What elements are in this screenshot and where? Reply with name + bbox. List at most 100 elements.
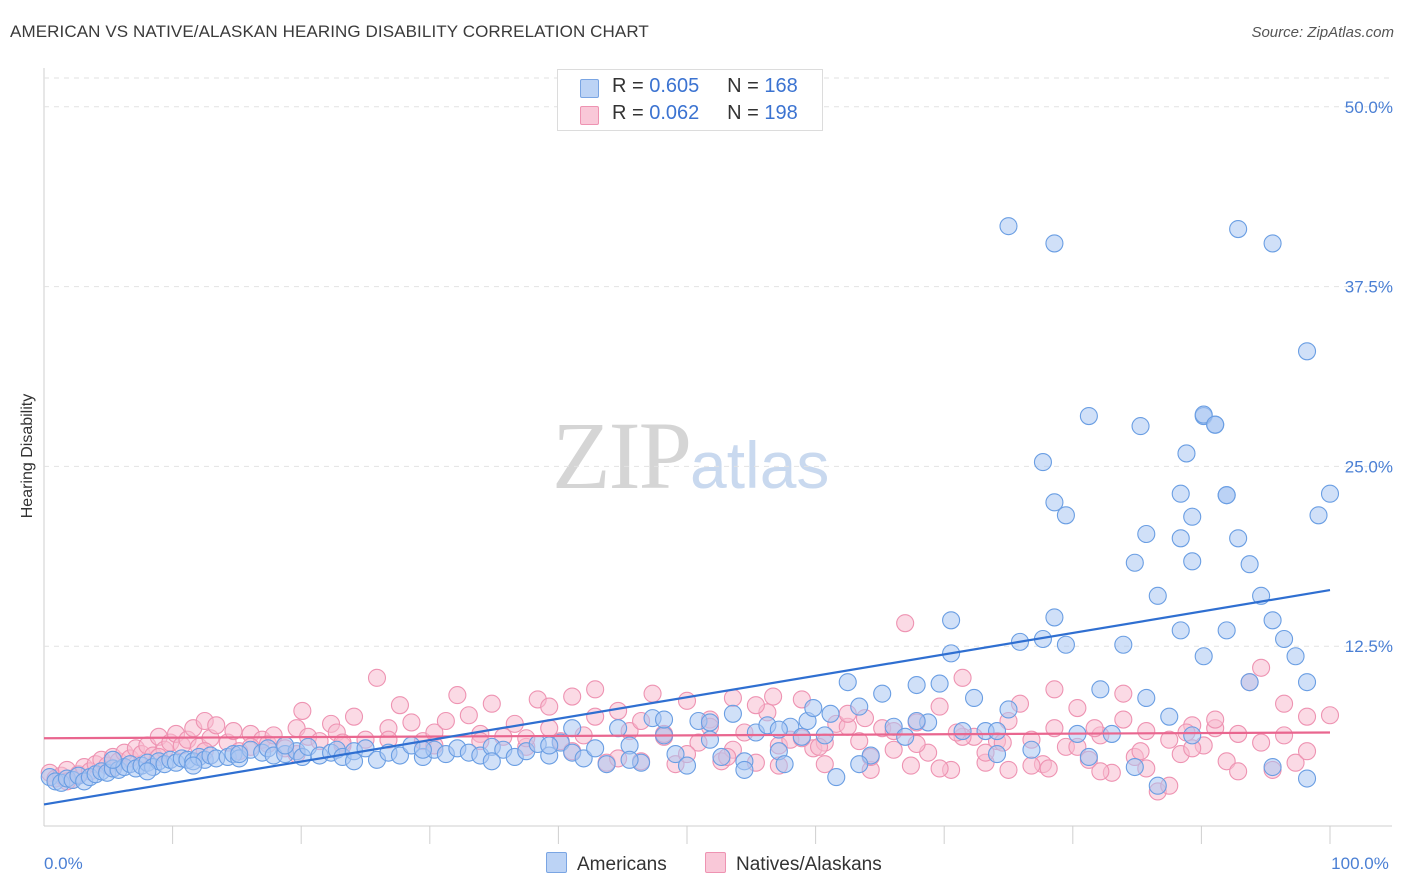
american-point — [1045, 493, 1064, 512]
native-point — [1217, 752, 1236, 771]
american-point — [540, 736, 559, 755]
american-point — [896, 727, 915, 746]
american-point — [1263, 234, 1282, 253]
american-point — [1045, 608, 1064, 627]
native-point — [540, 697, 559, 716]
american-point — [1114, 635, 1133, 654]
american-point — [1297, 673, 1317, 692]
native-point — [1297, 707, 1317, 726]
y-tick-label: 12.5% — [1345, 637, 1393, 656]
native-point — [930, 697, 949, 716]
american-point — [700, 730, 720, 749]
american-point — [574, 749, 593, 768]
zipatlas-watermark: ZIPatlas — [552, 400, 829, 511]
american-point — [1022, 740, 1041, 759]
native-point — [402, 713, 421, 732]
american-point — [987, 722, 1007, 741]
american-point — [1240, 555, 1259, 574]
american-point — [965, 688, 984, 708]
american-point — [1171, 484, 1190, 503]
native-point — [459, 706, 478, 725]
american-point — [827, 768, 846, 787]
american-point — [482, 752, 501, 771]
american-point — [1309, 506, 1328, 525]
native-point — [1275, 694, 1294, 713]
natives-swatch — [580, 106, 599, 125]
native-point — [367, 668, 387, 687]
native-point — [1114, 710, 1133, 729]
native-point — [1022, 756, 1041, 775]
native-point — [643, 684, 662, 703]
american-point — [1125, 757, 1144, 777]
american-point — [413, 740, 432, 759]
native-point — [207, 716, 226, 735]
native-point — [293, 701, 312, 720]
native-point — [1045, 680, 1064, 699]
y-tick-label: 25.0% — [1345, 457, 1393, 476]
native-point — [436, 711, 455, 731]
legend-r-label: R = — [612, 102, 644, 124]
native-point — [1068, 698, 1087, 718]
native-point — [1206, 710, 1225, 729]
legend-r-label: R = — [612, 75, 644, 97]
american-point — [666, 745, 685, 764]
american-point — [953, 722, 972, 741]
native-point — [1091, 762, 1110, 781]
native-point — [1160, 730, 1179, 749]
american-point — [1045, 234, 1064, 253]
american-point — [344, 752, 364, 771]
american-point — [792, 727, 811, 746]
native-point — [448, 686, 467, 705]
american-point — [1183, 726, 1202, 745]
native-point — [1297, 742, 1317, 761]
american-point — [723, 704, 742, 723]
x-tick-label: 0.0% — [44, 854, 83, 873]
american-point — [821, 704, 840, 723]
american-point — [1125, 553, 1144, 572]
american-point — [804, 698, 823, 718]
american-point — [677, 756, 697, 775]
american-point — [1171, 621, 1190, 640]
native-point — [815, 755, 834, 774]
native-point — [1252, 658, 1271, 677]
native-point — [850, 732, 869, 751]
native-point — [1252, 733, 1271, 752]
native-point — [224, 722, 243, 741]
americans-trend-line — [43, 589, 1331, 806]
y-tick-label: 50.0% — [1345, 98, 1393, 117]
american-point — [1137, 524, 1156, 544]
native-point — [1114, 684, 1133, 703]
american-point — [597, 755, 616, 774]
american-point — [1160, 707, 1179, 726]
native-point — [1286, 753, 1305, 772]
american-point — [390, 746, 409, 765]
american-point — [1229, 219, 1248, 239]
american-point — [138, 762, 157, 781]
native-point — [1229, 762, 1248, 781]
american-point — [1148, 776, 1167, 795]
american-point — [1240, 673, 1259, 692]
native-point — [609, 701, 628, 720]
native-point — [746, 696, 765, 715]
native-point — [930, 759, 949, 778]
american-point — [942, 611, 961, 630]
american-point — [586, 739, 605, 758]
american-point — [1177, 444, 1196, 463]
american-point — [907, 711, 926, 731]
american-point — [1263, 611, 1282, 630]
american-point — [1320, 484, 1340, 503]
native-point — [723, 688, 742, 708]
american-point — [1297, 769, 1317, 788]
y-tick-label: 37.5% — [1345, 278, 1393, 297]
native-point — [764, 687, 783, 706]
native-point — [586, 680, 605, 699]
american-point — [184, 756, 203, 775]
native-point — [953, 668, 972, 687]
native-point — [482, 694, 501, 713]
native-point — [1137, 722, 1156, 741]
american-point — [987, 745, 1007, 764]
american-point — [654, 710, 674, 729]
stats-legend: R = 0.605 N = 168 R = 0.062 N = 198 — [557, 69, 823, 131]
watermark-zip: ZIP — [552, 402, 692, 509]
